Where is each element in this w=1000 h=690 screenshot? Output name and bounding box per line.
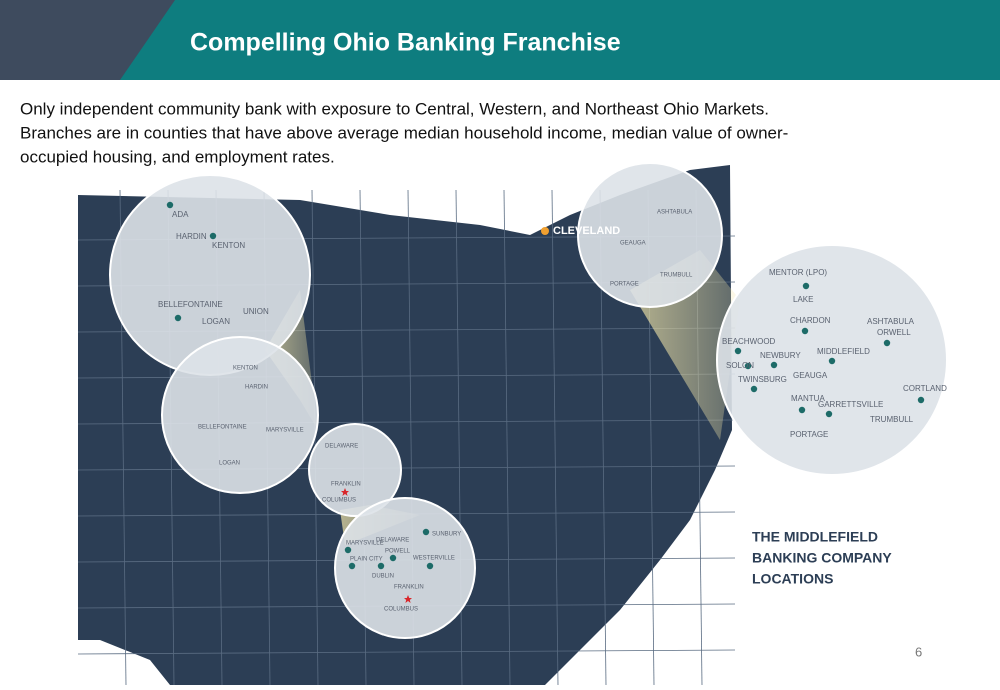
map-label: MARYSVILLE [266, 428, 304, 434]
branch-dot [828, 357, 836, 365]
map-label: KENTON [233, 366, 258, 372]
county-line [551, 189, 559, 686]
branch-dot [917, 396, 925, 404]
branch-dot [801, 327, 809, 335]
map-label: DELAWARE [325, 444, 358, 450]
county-line [503, 189, 511, 686]
map-label: SOLON [726, 361, 754, 370]
branch-dot [802, 282, 810, 290]
branch-dot [825, 410, 833, 418]
county-line [77, 649, 736, 655]
legend-line: THE MIDDLEFIELD [752, 529, 878, 545]
map-label: MIDDLEFIELD [817, 347, 870, 356]
map-label: ORWELL [877, 328, 911, 337]
branch-dot [798, 406, 806, 414]
zoom-circle [334, 497, 476, 639]
city-label: CLEVELAND [553, 225, 620, 237]
map-label: COLUMBUS [384, 607, 418, 613]
map-label: CHARDON [790, 316, 831, 325]
branch-dot [744, 362, 752, 370]
branch-dot [750, 385, 758, 393]
branch-dot [734, 347, 742, 355]
map-label: COLUMBUS [322, 498, 356, 504]
zoom-circle [161, 336, 319, 494]
map-label: DELAWARE [376, 538, 409, 544]
legend-line: BANKING COMPANY [752, 550, 892, 566]
map-label: ASHTABULA [867, 317, 915, 326]
map-label: FRANKLIN [331, 482, 361, 488]
map-label: TRUMBULL [870, 415, 914, 424]
map-label: PORTAGE [610, 282, 639, 288]
map-label: BEACHWOOD [722, 337, 776, 346]
header-bar [0, 0, 1000, 80]
map-label: TWINSBURG [738, 375, 787, 384]
map-label: WESTERVILLE [413, 556, 455, 562]
branch-dot [377, 562, 385, 570]
map-label: CORTLAND [903, 384, 947, 393]
location-star [341, 488, 349, 496]
map-label: GEAUGA [793, 371, 828, 380]
page-number: 6 [915, 644, 922, 659]
map-label: BELLEFONTAINE [198, 425, 247, 431]
body-line: Branches are in counties that have above… [20, 123, 788, 142]
map-label: LAKE [793, 295, 813, 304]
map-label: HARDIN [245, 385, 268, 391]
branch-dot [344, 546, 352, 554]
map-label: PLAIN CITY [350, 557, 383, 563]
body-line: occupied housing, and employment rates. [20, 147, 335, 166]
title: Compelling Ohio Banking Franchise [190, 29, 621, 57]
map-label: MARYSVILLE [346, 541, 384, 547]
branch-dot [389, 554, 397, 562]
header-accent [0, 0, 175, 80]
branch-dot [348, 562, 356, 570]
map-label: MANTUA [791, 394, 825, 403]
map-label: ADA [172, 210, 189, 219]
map-label: PORTAGE [790, 430, 828, 439]
map-label: ASHTABULA [657, 210, 692, 216]
zoom-circle [308, 423, 402, 517]
branch-dot [426, 562, 434, 570]
body-line: Only independent community bank with exp… [20, 99, 769, 118]
city-dot [541, 227, 549, 235]
branch-dot [770, 361, 778, 369]
branch-dot [422, 528, 430, 536]
zoom-circle [577, 162, 723, 308]
branch-dot [883, 339, 891, 347]
map-label: TRUMBULL [660, 273, 693, 279]
map-label: FRANKLIN [394, 585, 424, 591]
map-label: POWELL [385, 549, 411, 555]
branch-dot [174, 314, 182, 322]
legend-line: LOCATIONS [752, 571, 833, 587]
map-label: GEAUGA [620, 241, 646, 247]
map-label: DUBLIN [372, 574, 394, 580]
map-label: HARDIN [176, 232, 207, 241]
map-label: MENTOR (LPO) [769, 268, 827, 277]
map-label: GARRETTSVILLE [818, 400, 883, 409]
map-label: KENTON [212, 241, 245, 250]
map-label: NEWBURY [760, 351, 801, 360]
location-star [404, 595, 412, 603]
branch-dot [209, 232, 217, 240]
map-label: BELLEFONTAINE [158, 300, 223, 309]
map-label: LOGAN [202, 317, 230, 326]
map-label: LOGAN [219, 461, 240, 467]
map-label: SUNBURY [432, 532, 461, 538]
map-label: UNION [243, 307, 269, 316]
branch-dot [166, 201, 174, 209]
